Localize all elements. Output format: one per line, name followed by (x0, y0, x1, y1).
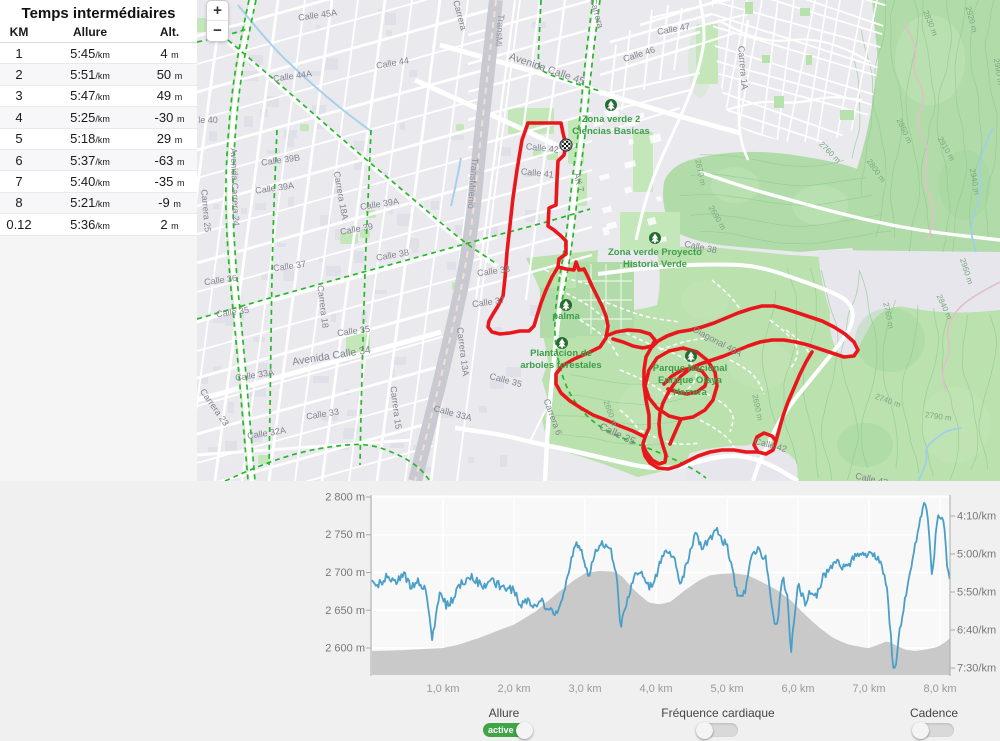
svg-text:2790 m: 2790 m (925, 410, 953, 423)
svg-text:Calle 36: Calle 36 (204, 273, 238, 287)
svg-text:Calle 42: Calle 42 (525, 141, 559, 154)
svg-text:Enrique Olaya: Enrique Olaya (658, 375, 723, 386)
svg-text:3,0 km: 3,0 km (568, 683, 601, 695)
svg-text:Ciencias Basicas: Ciencias Basicas (572, 126, 650, 137)
svg-text:Zona verde Proyecto: Zona verde Proyecto (608, 247, 702, 258)
svg-text:7,0 km: 7,0 km (852, 683, 885, 695)
svg-text:2,0 km: 2,0 km (497, 683, 530, 695)
svg-text:Calle 37: Calle 37 (273, 259, 307, 273)
svg-text:6,0 km: 6,0 km (781, 683, 814, 695)
svg-text:Zona verde 2: Zona verde 2 (582, 114, 641, 125)
svg-text:Calle 35: Calle 35 (337, 324, 371, 338)
svg-text:TransMi: TransMi (494, 14, 507, 47)
svg-text:7:30/km: 7:30/km (957, 663, 996, 675)
svg-text:2 700 m: 2 700 m (325, 567, 365, 579)
svg-text:le 40: le 40 (198, 115, 218, 125)
svg-text:5,0 km: 5,0 km (710, 683, 743, 695)
svg-text:2 800 m: 2 800 m (325, 492, 365, 504)
svg-text:4,0 km: 4,0 km (639, 683, 672, 695)
svg-text:2990 m: 2990 m (992, 58, 1000, 86)
svg-text:5:00/km: 5:00/km (957, 549, 996, 561)
svg-text:palma: palma (552, 311, 580, 322)
svg-text:Avenida Carrera 24: Avenida Carrera 24 (229, 148, 242, 226)
svg-text:1,0 km: 1,0 km (426, 683, 459, 695)
svg-text:Calle 42: Calle 42 (854, 471, 888, 481)
svg-text:AK 7: AK 7 (572, 172, 586, 193)
svg-text:Plantacion de: Plantacion de (530, 348, 592, 359)
svg-text:2 750 m: 2 750 m (325, 529, 365, 541)
svg-text:Calle 35: Calle 35 (216, 305, 250, 319)
svg-text:Carrera 25: Carrera 25 (199, 189, 213, 233)
svg-text:Historia Verde: Historia Verde (623, 259, 687, 270)
svg-text:5:50/km: 5:50/km (957, 587, 996, 599)
svg-text:arboles forestales: arboles forestales (520, 360, 601, 371)
svg-text:6:40/km: 6:40/km (957, 625, 996, 637)
svg-text:Calle 41: Calle 41 (520, 166, 554, 179)
svg-text:Parque Nacional: Parque Nacional (653, 363, 727, 374)
svg-text:TransMilenio: TransMilenio (466, 157, 480, 209)
svg-text:Herrera: Herrera (673, 387, 708, 398)
svg-text:2 650 m: 2 650 m (325, 605, 365, 617)
svg-text:4:10/km: 4:10/km (957, 511, 996, 523)
svg-text:Calle 37: Calle 37 (472, 295, 506, 309)
svg-text:8,0 km: 8,0 km (923, 683, 956, 695)
svg-text:Calle 38: Calle 38 (477, 264, 511, 278)
svg-text:2 600 m: 2 600 m (325, 643, 365, 655)
svg-text:Carrera 1A: Carrera 1A (736, 45, 750, 90)
